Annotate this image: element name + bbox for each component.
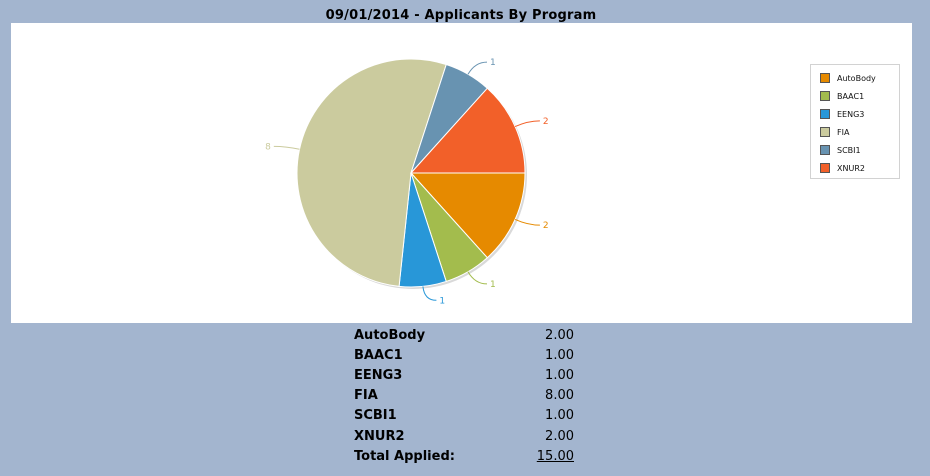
table-row: SCBI1 1.00 [350,406,574,426]
legend-swatch-scbi1 [820,145,830,155]
program-count: 1.00 [545,408,574,424]
legend-swatch-autobody [820,73,830,83]
chart-legend: AutoBody BAAC1 EENG3 FIA SCBI1 XNUR2 [810,64,900,179]
pie-chart: 2 1 1 8 1 2 [265,58,549,306]
pie-slice-xnur2 [409,87,526,174]
table-row: XNUR2 2.00 [350,426,574,446]
total-row: Total Applied: 15.00 [350,446,574,466]
program-name: AutoBody [354,327,426,343]
total-value-text: 15.00 [536,448,574,464]
chart-panel: 2 1 1 8 1 2 AutoBody BAAC1 EENG3 FIA SCBI1 XN… [11,23,912,323]
data-label-eeng3: 1 [439,296,445,306]
program-count: 8.00 [545,388,574,404]
table-row: BAAC1 1.00 [350,345,574,365]
data-label-baac1: 1 [490,280,496,290]
legend-label: FIA [837,127,850,137]
legend-item-xnur2: XNUR2 [811,159,899,177]
legend-swatch-xnur2 [820,163,830,173]
data-label-fia: 8 [265,142,271,152]
legend-label: AutoBody [837,73,876,83]
data-label-connector [422,286,437,301]
program-count: 2.00 [545,428,574,444]
data-label-scbi1: 1 [490,58,496,68]
chart-title: 09/01/2014 - Applicants By Program [325,8,597,23]
legend-label: XNUR2 [837,163,865,173]
data-label-connector [273,145,300,150]
program-count: 1.00 [545,367,574,383]
data-label-connector [514,120,540,128]
data-label-connector [514,218,540,226]
legend-item-scbi1: SCBI1 [811,141,899,159]
data-label-connector [467,271,488,285]
total-label: Total Applied: [354,448,455,464]
total-value: 15.00 [494,446,574,466]
program-name: SCBI1 [354,408,397,424]
program-name: XNUR2 [354,428,405,444]
table-row: EENG3 1.00 [350,365,574,385]
data-label-connector [467,61,488,75]
program-count: 1.00 [545,347,574,363]
legend-label: SCBI1 [837,145,861,155]
pie-slice-fia [296,58,447,287]
legend-label: EENG3 [837,109,865,119]
program-name: FIA [354,388,378,404]
legend-item-fia: FIA [811,123,899,141]
program-name: EENG3 [354,367,403,383]
legend-item-baac1: BAAC1 [811,87,899,105]
legend-swatch-fia [820,127,830,137]
program-count: 2.00 [545,327,574,343]
program-name: BAAC1 [354,347,403,363]
pie-slice-autobody [409,172,526,259]
data-label-xnur2: 2 [543,117,549,127]
summary-table: AutoBody 2.00 BAAC1 1.00 EENG3 1.00 FIA … [350,325,574,466]
legend-swatch-baac1 [820,91,830,101]
legend-swatch-eeng3 [820,109,830,119]
legend-item-eeng3: EENG3 [811,105,899,123]
data-label-autobody: 2 [543,221,549,231]
table-row: AutoBody 2.00 [350,325,574,345]
table-row: FIA 8.00 [350,386,574,406]
legend-label: BAAC1 [837,91,865,101]
legend-item-autobody: AutoBody [811,69,899,87]
